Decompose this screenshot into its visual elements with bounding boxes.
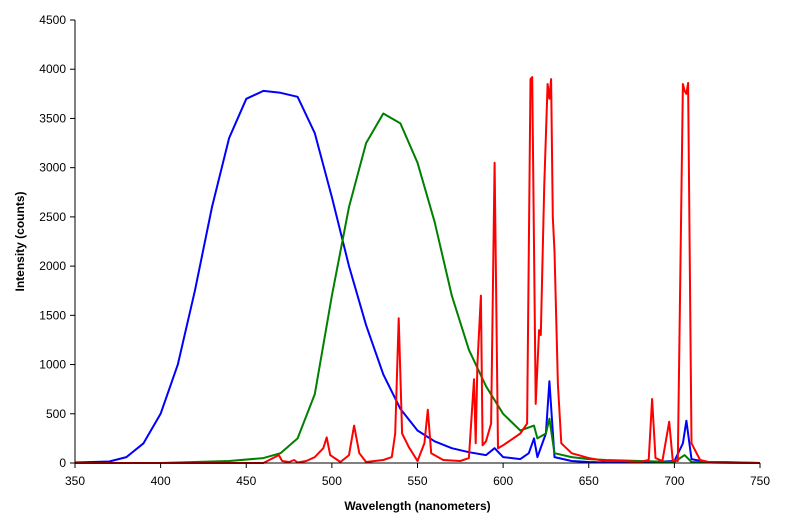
x-axis-title: Wavelength (nanometers) [344, 499, 490, 513]
x-tick-label: 500 [322, 474, 342, 488]
blue-series-line [74, 89, 761, 464]
x-tick-label: 450 [236, 474, 256, 488]
red-series-line [75, 76, 761, 464]
x-tick-label: 650 [579, 474, 599, 488]
y-axis-title: Intensity (counts) [13, 191, 27, 291]
x-tick-label: 750 [750, 474, 770, 488]
y-ticks: 0 500 1000 1500 2000 2500 3000 3500 4000 4500 [39, 13, 75, 470]
x-tick-label: 550 [407, 474, 427, 488]
y-tick-label: 0 [59, 456, 66, 470]
y-tick-label: 2500 [39, 210, 66, 224]
y-tick-label: 4500 [39, 13, 66, 27]
x-tick-label: 400 [151, 474, 171, 488]
y-tick-label: 4000 [39, 62, 66, 76]
y-tick-label: 1000 [39, 358, 66, 372]
green-series-line [75, 112, 761, 464]
y-tick-label: 2000 [39, 259, 66, 273]
x-tick-label: 600 [493, 474, 513, 488]
x-ticks: 350 400 450 500 550 600 650 700 750 [65, 463, 770, 488]
x-tick-label: 350 [65, 474, 85, 488]
y-tick-label: 3500 [39, 111, 66, 125]
y-tick-label: 3000 [39, 161, 66, 175]
x-tick-label: 700 [664, 474, 684, 488]
y-tick-label: 500 [46, 407, 66, 421]
series-layer [74, 76, 761, 464]
y-tick-label: 1500 [39, 308, 66, 322]
